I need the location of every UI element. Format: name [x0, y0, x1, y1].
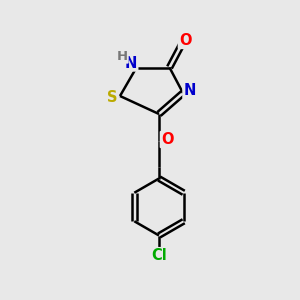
Text: N: N [183, 83, 196, 98]
Text: H: H [116, 50, 128, 63]
Text: O: O [179, 33, 191, 48]
Text: S: S [107, 90, 118, 105]
Text: Cl: Cl [151, 248, 167, 263]
Text: O: O [161, 132, 173, 147]
Text: N: N [125, 56, 137, 70]
